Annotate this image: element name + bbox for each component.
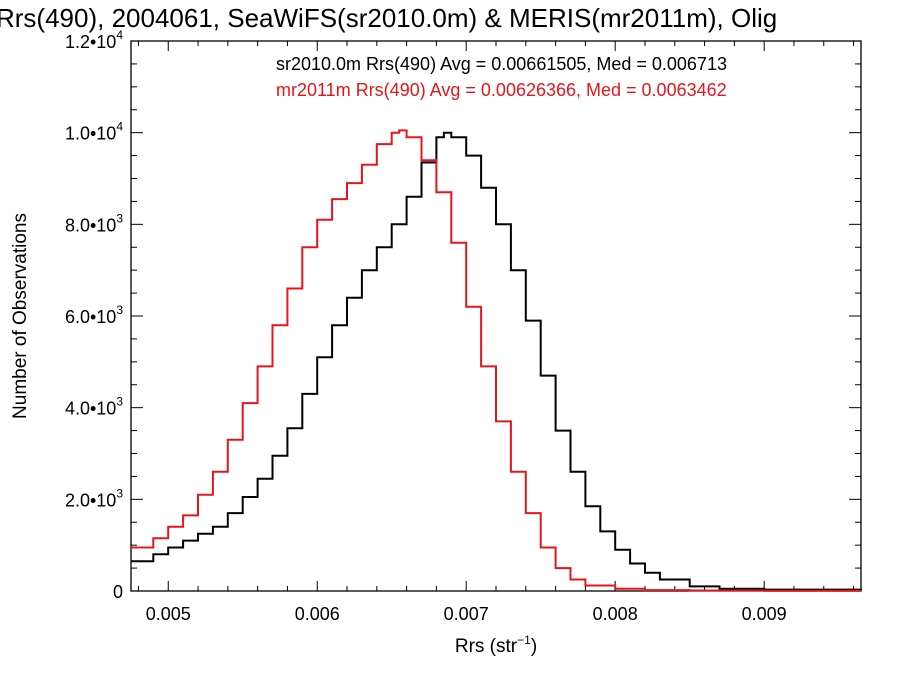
x-axis-label-text: Rrs (str [455, 636, 518, 657]
annotation-series-2: mr2011m Rrs(490) Avg = 0.00626366, Med =… [276, 80, 727, 100]
x-tick-label: 0.009 [742, 604, 787, 624]
y-axis-label: Number of Observations [10, 213, 31, 419]
x-tick-label: 0.007 [444, 604, 489, 624]
x-tick-label: 0.008 [593, 604, 638, 624]
x-axis-label: Rrs (str−1) [455, 633, 537, 657]
x-axis-label-exponent: −1 [517, 633, 531, 647]
x-axis-label-close: ) [531, 636, 537, 657]
plot-frame [130, 40, 862, 592]
x-tick-label: 0.005 [146, 604, 191, 624]
chart-title: Rrs(490), 2004061, SeaWiFS(sr2010.0m) & … [0, 3, 777, 33]
y-tick-label: 2.0•103 [65, 486, 123, 510]
y-tick-label: 1.2•104 [65, 28, 123, 52]
x-tick-label: 0.006 [295, 604, 340, 624]
y-tick-label: 8.0•103 [65, 211, 123, 235]
y-tick-label: 1.0•104 [65, 120, 123, 144]
series-line-2 [131, 129, 861, 592]
y-tick-label: 6.0•103 [65, 303, 123, 327]
series-line-1 [131, 131, 862, 591]
y-tick-label: 4.0•103 [65, 395, 123, 419]
annotation-series-1: sr2010.0m Rrs(490) Avg = 0.00661505, Med… [276, 54, 727, 74]
y-tick-label: 0 [113, 582, 123, 602]
